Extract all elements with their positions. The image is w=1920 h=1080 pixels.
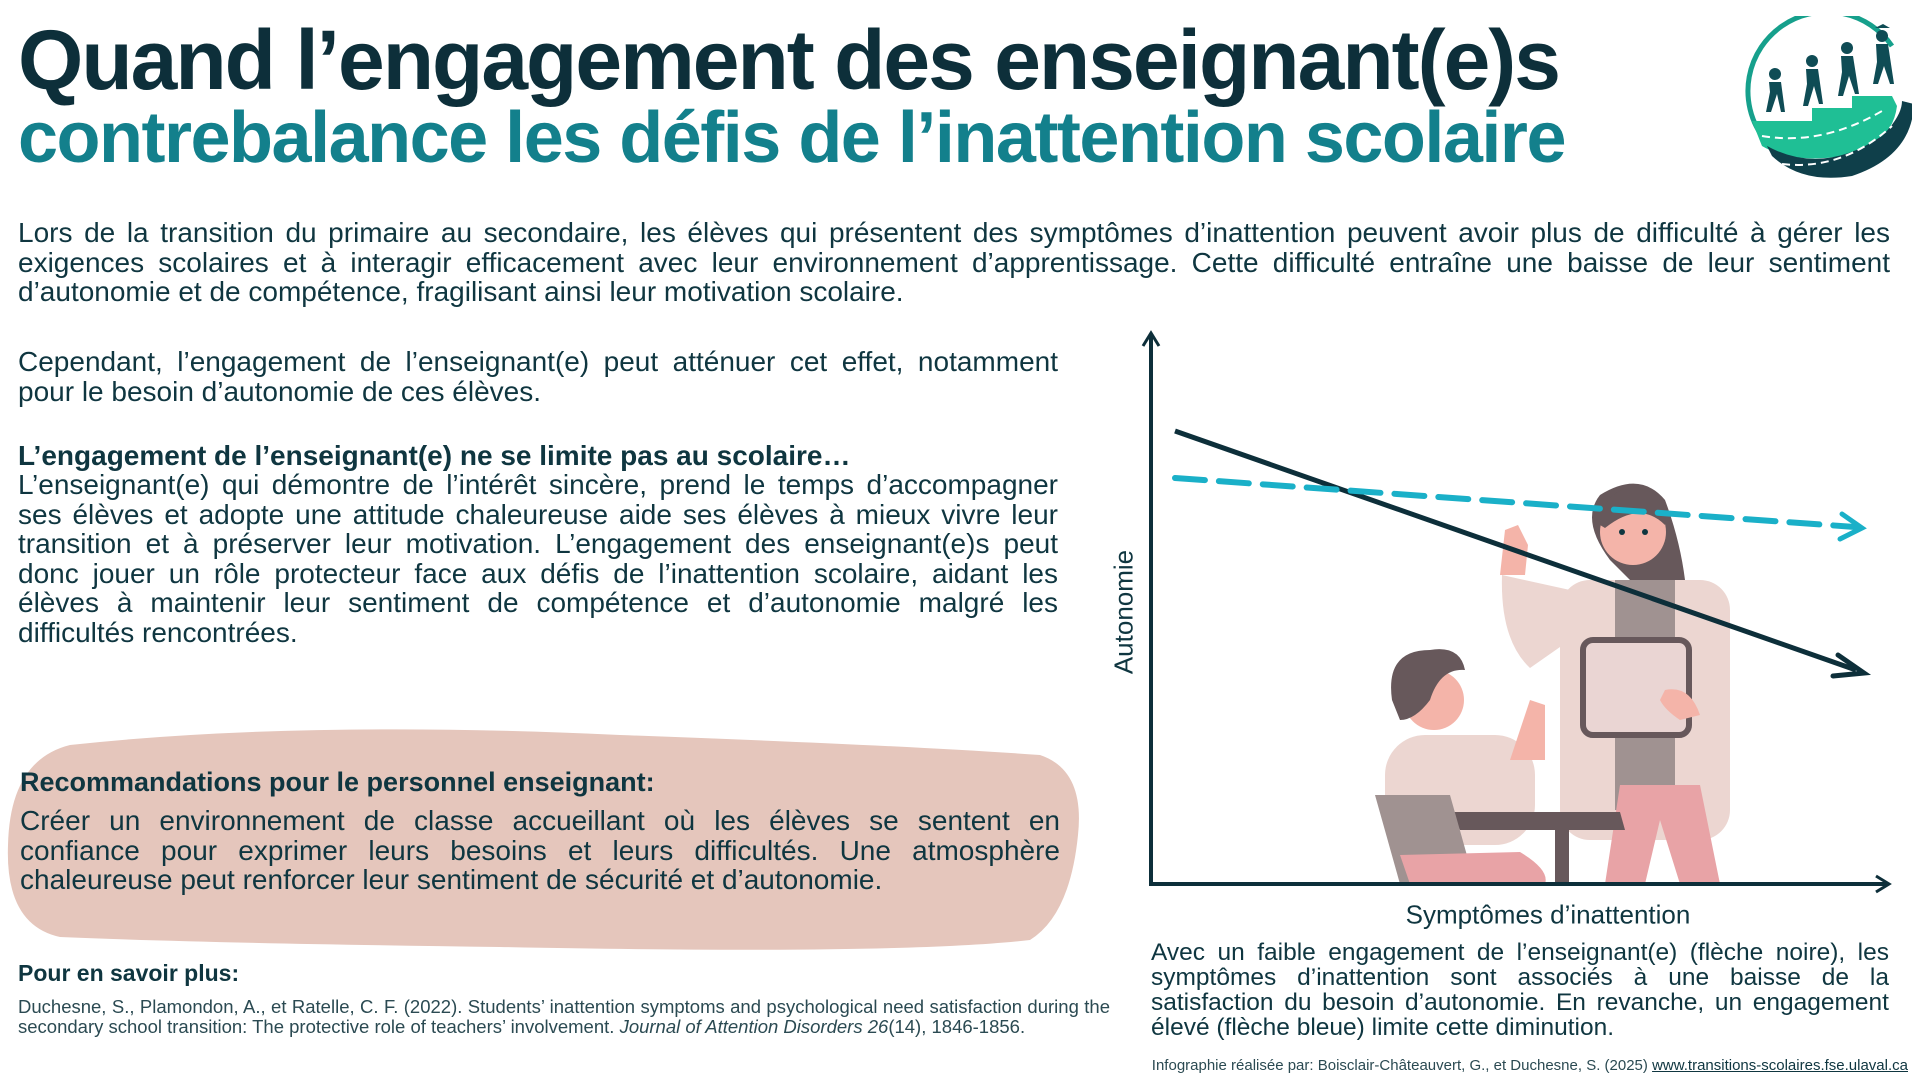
low-engagement-arrow xyxy=(1174,428,1857,673)
citation-authors-title: Duchesne, S., Plamondon, A., et Ratelle,… xyxy=(18,996,1110,1037)
y-axis-label: Autonomie xyxy=(1108,549,1139,675)
recommendations-background xyxy=(7,729,1079,950)
title-line-1: Quand l’engagement des enseignant(e)s xyxy=(18,13,1561,107)
citation-journal: Journal of Attention Disorders 26 xyxy=(619,1015,889,1037)
footer-credit: Infographie réalisée par: Boisclair-Chât… xyxy=(1152,1057,1908,1074)
intro-paragraph: Lors de la transition du primaire au sec… xyxy=(18,217,1890,307)
autonomy-diagram xyxy=(1141,330,1892,894)
reference-citation: Duchesne, S., Plamondon, A., et Ratelle,… xyxy=(18,997,1110,1036)
diagram-caption: Avec un faible engagement de l’enseignan… xyxy=(1151,939,1889,1041)
engagement-details-paragraph: L’enseignant(e) qui démontre de l’intérê… xyxy=(18,469,1058,648)
credit-text: Infographie réalisée par: Boisclair-Chât… xyxy=(1151,1057,1653,1074)
high-engagement-arrowhead xyxy=(1837,511,1867,542)
section-heading: L’engagement de l’enseignant(e) ne se li… xyxy=(18,440,851,471)
recommendations-text: Créer un environnement de classe accueil… xyxy=(20,805,1060,895)
recommendations-heading: Recommandations pour le personnel enseig… xyxy=(20,767,655,797)
x-axis-label: Symptômes d’inattention xyxy=(1405,899,1691,930)
high-engagement-arrow xyxy=(1172,475,1858,530)
engagement-paragraph: Cependant, l’engagement de l’enseignant(… xyxy=(18,346,1058,407)
x-axis-arrowhead xyxy=(1875,874,1892,894)
title-line-2: contrebalance les défis de l’inattention… xyxy=(18,98,1567,178)
students-climbing-stairs-road-logo-icon xyxy=(1745,16,1912,178)
citation-pages: (14), 1846-1856. xyxy=(888,1015,1026,1037)
website-link[interactable]: www.transitions-scolaires.fse.ulaval.ca xyxy=(1652,1057,1908,1074)
low-engagement-arrowhead xyxy=(1830,652,1872,679)
teacher-and-student-illustration xyxy=(1375,483,1730,884)
further-reading-heading: Pour en savoir plus: xyxy=(18,960,240,986)
y-axis-arrowhead xyxy=(1141,330,1161,347)
